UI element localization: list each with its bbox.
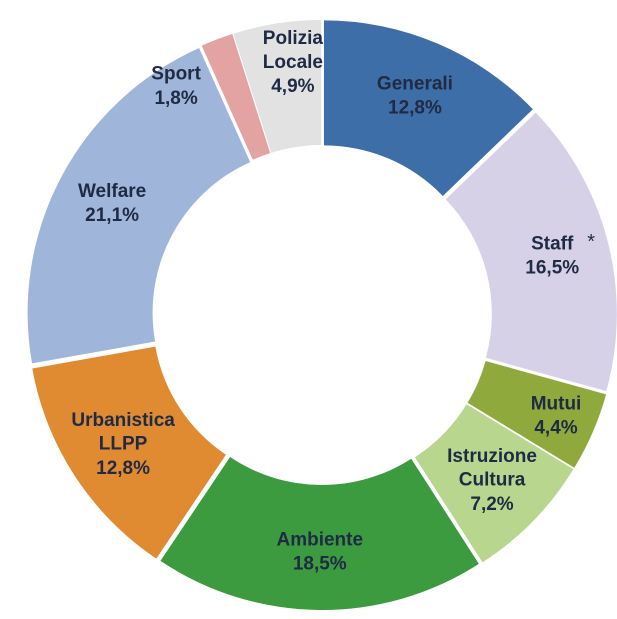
value-label: 4,9% [271,76,314,97]
category-label: Generali [377,73,453,94]
value-label: 4,4% [534,417,577,438]
category-label: Istruzione Cultura [447,446,537,491]
value-label: 21,1% [85,205,139,226]
value-label: 18,5% [293,554,347,575]
slice-label: Staff 16,5% * [525,231,595,279]
value-label: 16,5% [525,258,579,279]
slice-label: Welfare 21,1% [78,181,146,226]
slice [467,361,607,468]
value-label: 7,2% [470,494,513,515]
slice [160,457,479,610]
slice [32,346,226,559]
slice [414,404,574,563]
slice-label: Generali 12,8% [377,73,453,118]
value-label: 1,8% [154,88,197,109]
slice-label: Urbanistica LLPP 12,8% [71,410,175,479]
slice [27,47,251,364]
slice-label: Ambiente 18,5% [276,530,363,575]
slice [233,20,322,153]
category-label: Polizia Locale [263,28,324,73]
category-label: Mutui [531,393,582,414]
category-label: Sport [151,64,201,85]
slice-label: Istruzione Cultura 7,2% [447,446,537,515]
slice [445,112,617,392]
category-label: Ambiente [276,530,363,551]
category-label: Welfare [78,181,146,202]
slice [323,20,533,196]
value-label: 12,8% [96,458,150,479]
slice-label: Sport 1,8% [151,64,201,109]
slice-label: Mutui 4,4% [531,393,582,438]
value-label: 12,8% [388,97,442,118]
category-label: Staff [531,234,574,255]
slice [201,33,271,160]
annotation: * [587,231,595,253]
category-label: Urbanistica LLPP [71,410,175,455]
slice-label: Polizia Locale 4,9% [263,28,324,97]
